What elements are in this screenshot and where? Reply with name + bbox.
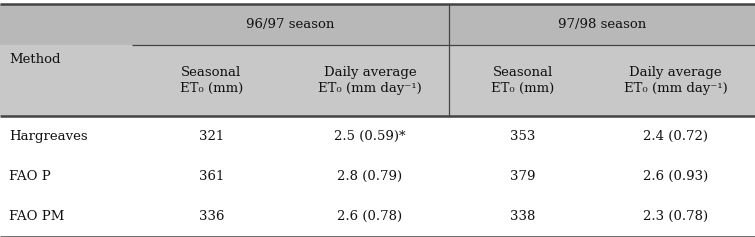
Text: Daily average
ET₀ (mm day⁻¹): Daily average ET₀ (mm day⁻¹) [318, 66, 422, 95]
Text: Method: Method [9, 53, 60, 66]
Text: 338: 338 [510, 210, 535, 223]
Text: 2.4 (0.72): 2.4 (0.72) [643, 130, 708, 143]
Text: 336: 336 [199, 210, 224, 223]
Text: 2.8 (0.79): 2.8 (0.79) [337, 170, 402, 183]
Text: 2.6 (0.93): 2.6 (0.93) [643, 170, 708, 183]
Text: Daily average
ET₀ (mm day⁻¹): Daily average ET₀ (mm day⁻¹) [624, 66, 728, 95]
Text: 96/97 season: 96/97 season [246, 18, 335, 31]
Text: Seasonal
ET₀ (mm): Seasonal ET₀ (mm) [492, 66, 554, 95]
Bar [0, 45, 755, 116]
Text: 379: 379 [510, 170, 535, 183]
Text: 2.5 (0.59)*: 2.5 (0.59)* [334, 130, 405, 143]
Text: 353: 353 [510, 130, 535, 143]
Text: 97/98 season: 97/98 season [558, 18, 646, 31]
Text: 2.6 (0.78): 2.6 (0.78) [337, 210, 402, 223]
Text: Seasonal
ET₀ (mm): Seasonal ET₀ (mm) [180, 66, 243, 95]
Text: 2.3 (0.78): 2.3 (0.78) [643, 210, 708, 223]
Text: FAO PM: FAO PM [9, 210, 64, 223]
Bar [0, 156, 755, 197]
Text: 321: 321 [199, 130, 224, 143]
Bar [0, 197, 755, 237]
Bar [0, 116, 755, 156]
Text: 361: 361 [199, 170, 224, 183]
Text: FAO P: FAO P [9, 170, 51, 183]
Text: Hargreaves: Hargreaves [9, 130, 88, 143]
Bar [0, 4, 755, 45]
